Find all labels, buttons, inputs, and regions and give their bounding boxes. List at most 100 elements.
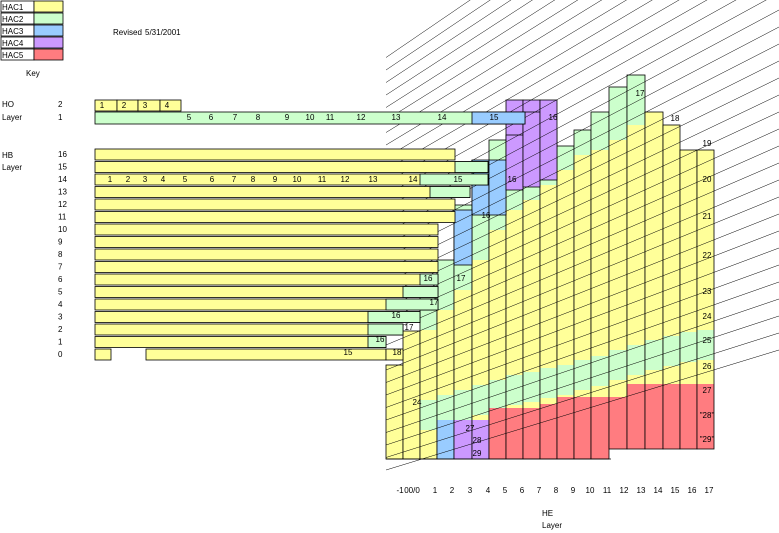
key-swatch-hac3 (33, 24, 64, 37)
hb-hac2-segment (367, 336, 387, 348)
he-layer-label: Layer (542, 521, 562, 530)
he-column-fill (609, 350, 627, 380)
he-hac3-block (453, 209, 473, 266)
hb-layer-number: 13 (58, 188, 67, 197)
hb-hac2-segment (367, 323, 404, 336)
hb-hac2-segment (367, 311, 421, 323)
hb-hac2-segment (429, 186, 471, 198)
he-column-fill (574, 360, 591, 390)
hb-edge-label: 17 (405, 323, 414, 332)
ho-layer1-label: 15 (490, 113, 499, 122)
he-side-label: 20 (703, 175, 712, 184)
hb-layer-number: 9 (58, 238, 63, 247)
ho-layer1-label: 6 (209, 113, 214, 122)
he-diagonal-line (385, 0, 471, 58)
hac-key: HAC1 HAC2 HAC3 HAC4 HAC5 (0, 0, 64, 61)
he-column-fill (489, 380, 506, 410)
he-column-fill (680, 332, 697, 362)
hb-layer-number: 3 (58, 313, 63, 322)
diagram-labels: -1 00/0 1 2 3 4 5 6 7 8 9 10 11 12 13 14 15 16 17171819202… (58, 89, 714, 495)
he-column-fill (663, 384, 680, 449)
he-hac4-block (539, 99, 558, 181)
he-side-label: 24 (703, 312, 712, 321)
he-column-fill (489, 408, 506, 459)
he-axis-label: 10 (586, 486, 595, 495)
he-axis-label: 9 (571, 486, 576, 495)
he-column-fill (386, 365, 403, 459)
hb-layer-row (94, 261, 439, 273)
he-column-fill (557, 146, 574, 170)
he-column-fill (697, 384, 714, 449)
he-side-label: 21 (703, 212, 712, 221)
he-axis-label: 5 (503, 486, 508, 495)
hb-hac2-segment (454, 161, 489, 173)
he-hac3-block (488, 159, 507, 216)
ho-title: HO (2, 100, 14, 109)
he-diagonal-line (385, 60, 779, 258)
key-label-hac2: HAC2 (2, 15, 24, 24)
hb-layer-row (94, 198, 456, 211)
he-column-fill (591, 112, 609, 150)
he-column-fill (557, 397, 574, 459)
he-diagonal-line (385, 0, 512, 83)
he-hac4-block (522, 111, 541, 188)
he-axis-label: 16 (688, 486, 697, 495)
he-column-fill (506, 375, 523, 405)
hb-edge-label: 15 (344, 348, 353, 357)
hb-layer-number: 14 (58, 175, 67, 184)
hb-edge-label: 16 (424, 274, 433, 283)
he-diagonal-line (385, 0, 627, 146)
ho-layer1-label: 10 (306, 113, 315, 122)
hb-edge-label: 16 (376, 335, 385, 344)
hb-layer14-label: 10 (293, 175, 302, 184)
he-diagonal-line (385, 0, 680, 171)
hb-layer14-label: 11 (318, 175, 327, 184)
ho-grid: 1 2 3 45 6 7 8 9 10 11 12 13 14 15 16 (94, 99, 558, 125)
he-diagonal-line (385, 0, 708, 183)
ho-layer2-label: 4 (165, 101, 170, 110)
ho-layer-label: Layer (2, 113, 22, 122)
ho-layer1-label: 14 (438, 113, 447, 122)
ho-layer-2-number: 2 (58, 100, 63, 109)
he-bottom-label: 28 (473, 436, 482, 445)
ho-layer2-cell (137, 99, 161, 112)
he-axis-label: 6 (520, 486, 525, 495)
key-title: Key (26, 69, 40, 78)
he-diagonal-line (385, 77, 779, 271)
he-diagonal-line (385, 264, 779, 408)
he-axis-label: 1 (433, 486, 438, 495)
key-swatch-hac2 (33, 12, 64, 25)
he-side-label: 19 (703, 139, 712, 148)
hb-layer14-label: 1 (108, 175, 113, 184)
ho-layer1-label: 5 (187, 113, 192, 122)
hb-layer-row (94, 148, 456, 161)
hb-layer-number: 4 (58, 300, 63, 309)
hb-hac2-segment (419, 173, 489, 186)
he-diagonal-line (385, 128, 779, 308)
he-column-fill (574, 130, 591, 155)
he-diagonal-line (385, 281, 779, 421)
he-column-fill (591, 397, 609, 459)
he-diagonal-line (385, 0, 603, 133)
he-diagonal-line (385, 230, 779, 383)
key-label-hac4: HAC4 (2, 39, 24, 48)
he-column-fill (506, 408, 523, 459)
he-axis-label: 00/0 (404, 486, 420, 495)
hb-layer14-label: 2 (126, 175, 131, 184)
he-diagonal-line (385, 94, 779, 283)
he-column-outline (696, 149, 715, 450)
he-column-fill (574, 397, 591, 459)
hb-layer-row (94, 161, 489, 173)
he-diagonal-line (385, 0, 579, 121)
ho-layer1-label: 7 (233, 113, 238, 122)
he-axis-label: 14 (654, 486, 663, 495)
ho-layer1-label: 11 (326, 113, 335, 122)
key-label-hac5: HAC5 (2, 51, 24, 60)
revised-label: Revised (113, 28, 142, 37)
hb-edge-label: 17 (430, 298, 439, 307)
he-column-fill (697, 150, 714, 449)
he-column-fill (663, 336, 680, 366)
ho-layer1-label: 13 (392, 113, 401, 122)
hb-layer-row (94, 336, 387, 348)
hb-layer-row (94, 211, 456, 223)
